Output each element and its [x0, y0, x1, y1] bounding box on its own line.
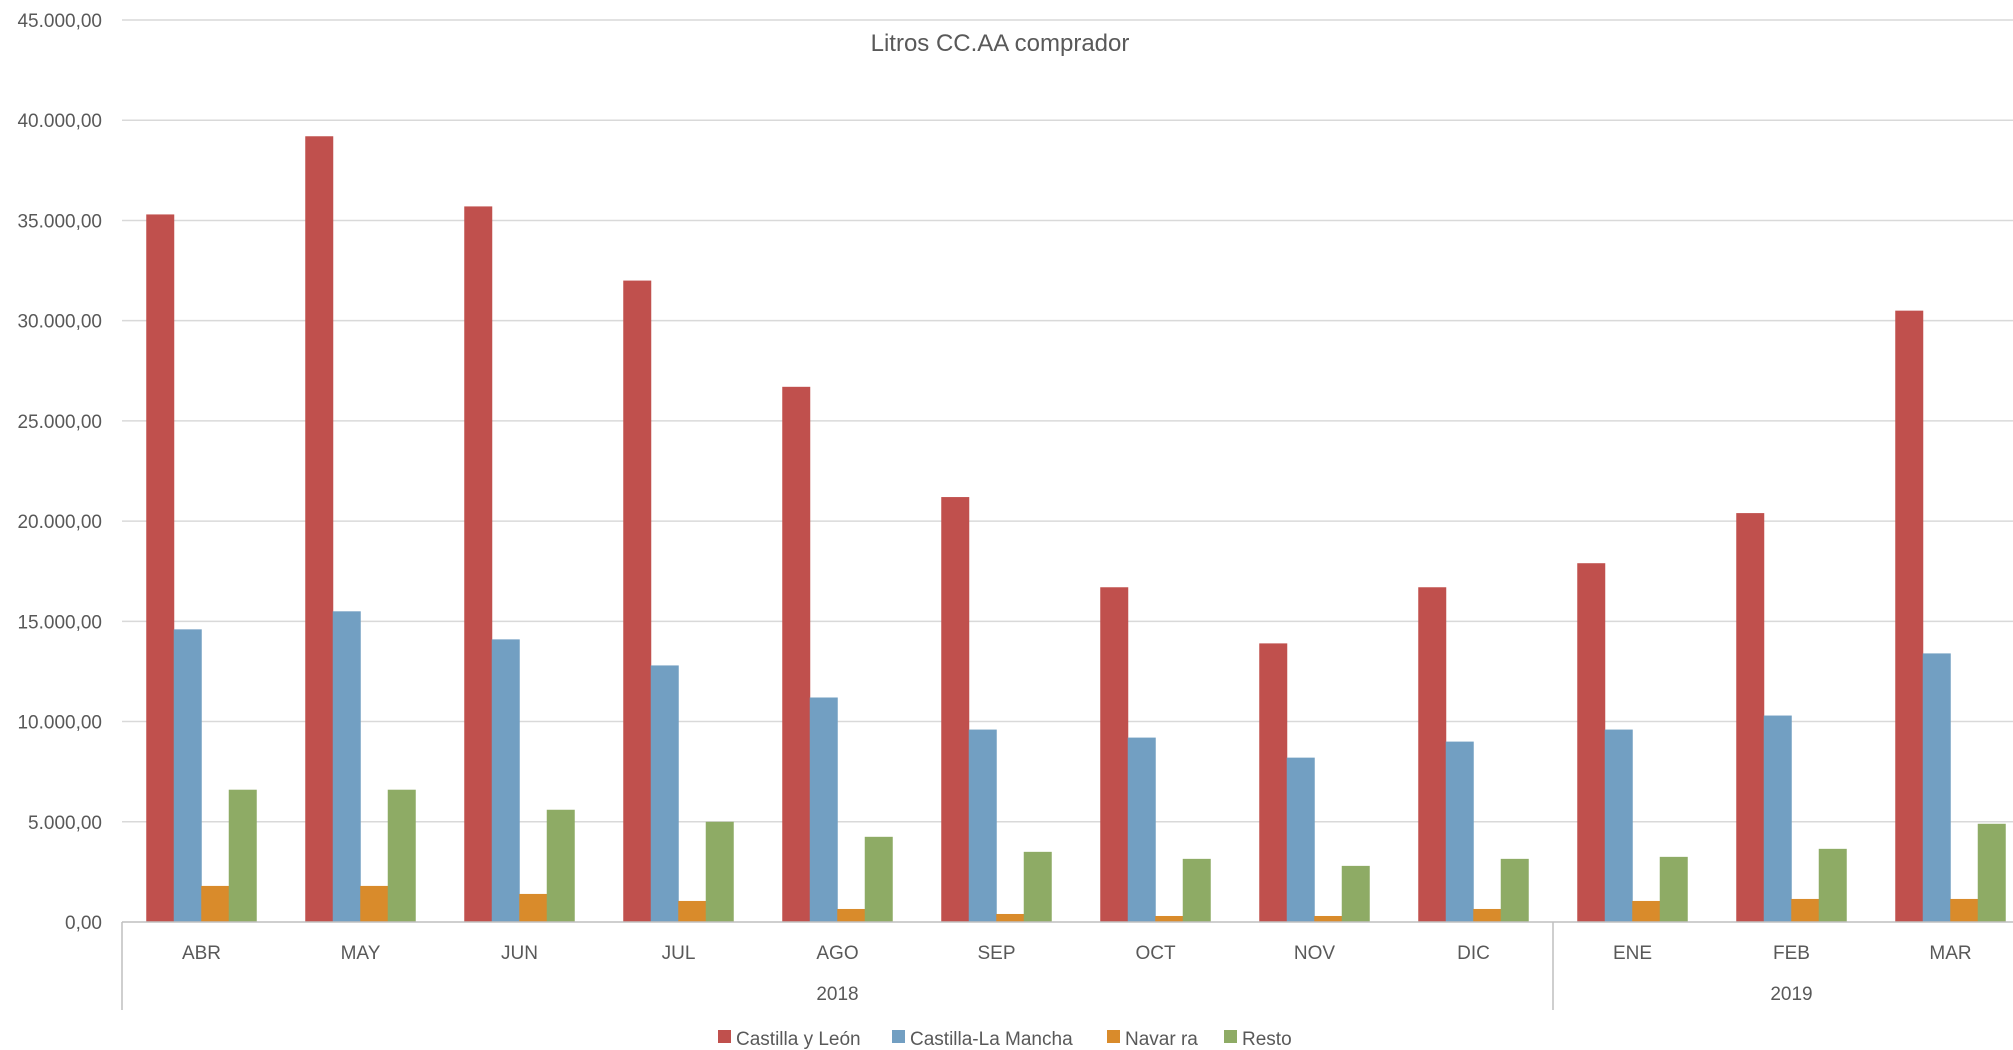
bar-resto-nov	[1341, 865, 1370, 922]
bar-navar-ra-abr	[201, 885, 230, 922]
chart-title: Litros CC.AA comprador	[871, 30, 1130, 57]
y-tick-label: 25.000,00	[17, 412, 102, 433]
gridlines	[122, 19, 2013, 823]
bar-castilla-la-mancha-feb	[1763, 715, 1792, 922]
bar-navar-ra-ene	[1632, 900, 1661, 922]
x-tick-label: SEP	[977, 943, 1015, 964]
y-tick-label: 30.000,00	[17, 312, 102, 333]
bar-navar-ra-mar	[1950, 898, 1979, 922]
bar-castilla-y-le-n-may	[305, 136, 334, 922]
bar-castilla-y-le-n-mar	[1895, 310, 1924, 923]
y-tick-label: 45.000,00	[17, 11, 102, 32]
legend-swatch	[892, 1030, 905, 1043]
legend-label: Castilla-La Mancha	[910, 1029, 1073, 1050]
y-tick-label: 20.000,00	[17, 512, 102, 533]
bar-navar-ra-jun	[519, 893, 548, 922]
legend-label: Navar ra	[1125, 1029, 1198, 1050]
bars	[146, 136, 2006, 923]
x-group-label: 2018	[816, 984, 858, 1005]
y-tick-label: 40.000,00	[17, 111, 102, 132]
bar-castilla-la-mancha-jul	[650, 665, 679, 922]
y-tick-label: 35.000,00	[17, 211, 102, 232]
legend: Castilla y León Castilla-La Mancha Navar r…	[718, 1029, 1292, 1050]
x-tick-label: NOV	[1294, 943, 1336, 964]
bar-castilla-la-mancha-oct	[1127, 737, 1156, 922]
bar-resto-abr	[228, 789, 257, 922]
bar-navar-ra-sep	[996, 913, 1025, 922]
bar-castilla-y-le-n-sep	[941, 497, 970, 922]
bar-castilla-y-le-n-ago	[782, 386, 811, 922]
bar-castilla-la-mancha-nov	[1286, 757, 1315, 922]
bar-navar-ra-nov	[1314, 915, 1343, 922]
x-group-label: 2019	[1770, 984, 1812, 1005]
bar-castilla-la-mancha-sep	[968, 729, 997, 922]
bar-resto-sep	[1023, 851, 1052, 922]
bar-castilla-y-le-n-nov	[1259, 643, 1288, 922]
bar-castilla-y-le-n-jun	[464, 206, 493, 922]
bar-resto-feb	[1818, 848, 1847, 922]
bar-resto-mar	[1977, 823, 2006, 922]
bar-castilla-la-mancha-ago	[809, 697, 838, 922]
x-tick-label: MAR	[1929, 943, 1971, 964]
legend-swatch	[1107, 1030, 1120, 1043]
bar-navar-ra-oct	[1155, 915, 1184, 922]
bar-navar-ra-may	[360, 885, 389, 922]
x-tick-label: ABR	[182, 943, 221, 964]
bar-castilla-la-mancha-ene	[1604, 729, 1633, 922]
bar-castilla-la-mancha-may	[332, 611, 361, 922]
bar-resto-ene	[1659, 856, 1688, 922]
x-tick-label: MAY	[341, 943, 381, 964]
x-tick-label: ENE	[1613, 943, 1652, 964]
y-tick-label: 5.000,00	[28, 813, 102, 834]
x-tick-label: OCT	[1135, 943, 1176, 964]
bar-castilla-la-mancha-mar	[1922, 653, 1951, 922]
legend-label: Castilla y León	[736, 1029, 861, 1050]
bar-castilla-la-mancha-jun	[491, 639, 520, 922]
bar-resto-ago	[864, 836, 893, 922]
bar-castilla-la-mancha-abr	[173, 629, 202, 922]
bar-navar-ra-jul	[678, 900, 707, 922]
bar-castilla-y-le-n-abr	[146, 214, 175, 923]
y-tick-label: 15.000,00	[17, 612, 102, 633]
y-tick-label: 10.000,00	[17, 713, 102, 734]
bar-resto-may	[387, 789, 416, 922]
legend-swatch	[1224, 1030, 1237, 1043]
bar-castilla-y-le-n-dic	[1418, 587, 1447, 922]
bar-resto-oct	[1182, 858, 1211, 922]
bar-castilla-la-mancha-dic	[1445, 741, 1474, 922]
bar-resto-dic	[1500, 858, 1529, 922]
x-tick-label: DIC	[1457, 943, 1490, 964]
y-axis-ticks: 0,00 5.000,00 10.000,00 15.000,00 20.000,00 2…	[17, 11, 102, 934]
legend-label: Resto	[1242, 1029, 1292, 1050]
bar-resto-jun	[546, 809, 575, 922]
bar-castilla-y-le-n-feb	[1736, 513, 1765, 922]
bar-navar-ra-dic	[1473, 908, 1502, 922]
bar-resto-jul	[705, 821, 734, 922]
bar-navar-ra-ago	[837, 908, 866, 922]
x-tick-label: JUL	[662, 943, 696, 964]
x-tick-label: FEB	[1773, 943, 1810, 964]
legend-swatch	[718, 1030, 731, 1043]
y-tick-label: 0,00	[65, 913, 102, 934]
bar-castilla-y-le-n-oct	[1100, 587, 1129, 922]
x-tick-label: AGO	[816, 943, 858, 964]
bar-navar-ra-feb	[1791, 898, 1820, 922]
bar-castilla-y-le-n-jul	[623, 280, 652, 923]
x-tick-label: JUN	[501, 943, 538, 964]
bar-castilla-y-le-n-ene	[1577, 563, 1606, 922]
x-axis: ABR MAY JUN JUL AGO SEP OCT NOV DIC ENE FEB MAR 2018…	[121, 921, 2013, 1010]
